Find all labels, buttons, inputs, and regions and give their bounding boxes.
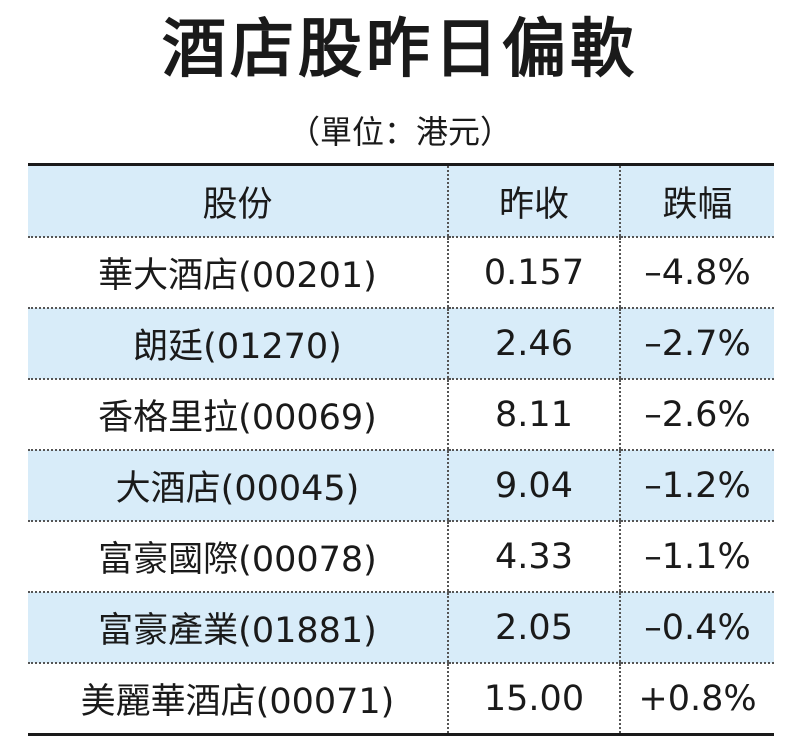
column-header-close: 昨收 <box>447 164 620 238</box>
column-header-change: 跌幅 <box>619 164 774 238</box>
cell-close: 0.157 <box>447 237 620 309</box>
table-row: 美麗華酒店(00071) 15.00 +0.8% <box>28 663 774 735</box>
cell-stock: 香格里拉(00069) <box>28 379 448 451</box>
cell-change: –2.6% <box>619 379 774 451</box>
cell-stock: 富豪產業(01881) <box>28 592 448 664</box>
cell-close: 9.04 <box>447 450 620 522</box>
column-header-stock: 股份 <box>28 164 448 238</box>
chart-title: 酒店股昨日偏軟 <box>162 13 638 87</box>
cell-stock: 朗廷(01270) <box>28 308 448 380</box>
table-row: 大酒店(00045) 9.04 –1.2% <box>28 450 774 522</box>
cell-close: 2.46 <box>447 308 620 380</box>
stock-table: 股份 昨收 跌幅 華大酒店(00201) 0.157 –4.8% 朗廷(0127… <box>28 163 774 736</box>
table-row: 香格里拉(00069) 8.11 –2.6% <box>28 379 774 451</box>
cell-change: –0.4% <box>619 592 774 664</box>
cell-change: –1.1% <box>619 521 774 593</box>
cell-stock: 華大酒店(00201) <box>28 237 448 309</box>
cell-close: 4.33 <box>447 521 620 593</box>
stock-table-container: 股份 昨收 跌幅 華大酒店(00201) 0.157 –4.8% 朗廷(0127… <box>28 163 774 736</box>
cell-stock: 富豪國際(00078) <box>28 521 448 593</box>
cell-close: 2.05 <box>447 592 620 664</box>
cell-change: –1.2% <box>619 450 774 522</box>
table-row: 華大酒店(00201) 0.157 –4.8% <box>28 237 774 309</box>
table-header-row: 股份 昨收 跌幅 <box>28 164 774 238</box>
table-row: 富豪產業(01881) 2.05 –0.4% <box>28 592 774 664</box>
cell-close: 8.11 <box>447 379 620 451</box>
cell-close: 15.00 <box>447 663 620 735</box>
cell-stock: 美麗華酒店(00071) <box>80 682 395 722</box>
cell-change: –4.8% <box>619 237 774 309</box>
chart-subtitle: （單位：港元） <box>287 113 512 151</box>
table-row: 富豪國際(00078) 4.33 –1.1% <box>28 521 774 593</box>
cell-change: +0.8% <box>619 663 774 735</box>
table-row: 朗廷(01270) 2.46 –2.7% <box>28 308 774 380</box>
cell-stock: 大酒店(00045) <box>28 450 448 522</box>
cell-change: –2.7% <box>619 308 774 380</box>
